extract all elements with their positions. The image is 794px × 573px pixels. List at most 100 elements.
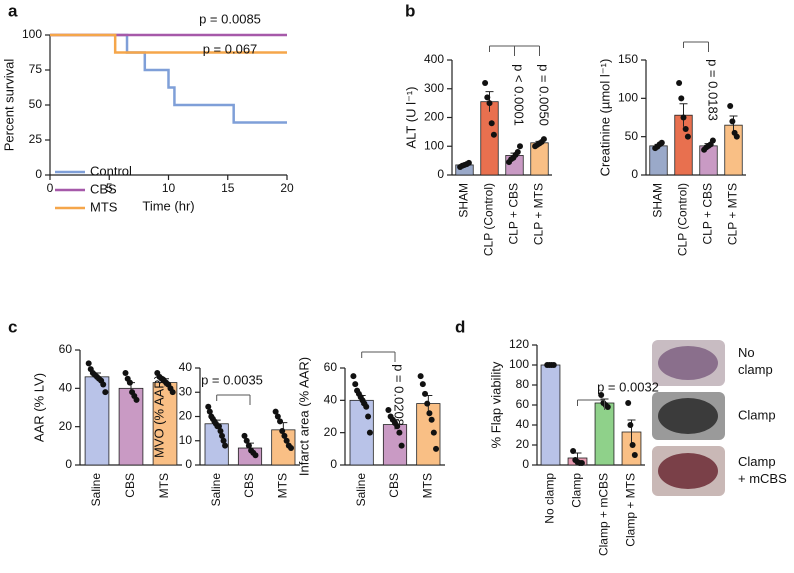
data-point [658, 139, 665, 146]
data-point [631, 452, 638, 458]
x-axis-label: Time (hr) [142, 198, 194, 213]
data-point [424, 400, 431, 407]
data-point [245, 442, 252, 449]
data-point [578, 460, 585, 466]
p-value: p < 0.0001 [512, 64, 527, 126]
data-point [277, 418, 284, 425]
y-tick-label: 120 [509, 337, 529, 351]
p-value: p = 0.0032 [597, 379, 659, 394]
survival-line [50, 33, 287, 54]
y-tick-label: 60 [324, 360, 338, 374]
x-tick-label: Saline [89, 473, 103, 507]
y-tick-label: 25 [29, 132, 43, 146]
y-tick-label: 40 [324, 393, 338, 407]
data-point [682, 126, 689, 132]
data-point [550, 362, 557, 368]
x-tick-label: CLP (Control) [676, 183, 690, 256]
y-tick-label: 0 [631, 167, 638, 181]
y-tick-label: 0 [437, 167, 444, 181]
image-label: Clamp [738, 407, 776, 422]
y-tick-label: 150 [618, 52, 638, 66]
data-point [222, 442, 229, 449]
significance-bracket [683, 41, 709, 52]
data-point [205, 403, 212, 410]
data-point [85, 360, 92, 367]
data-point [680, 114, 687, 121]
y-tick-label: 100 [509, 357, 529, 371]
x-tick-label: CLP + CBS [507, 183, 521, 244]
data-point [281, 432, 288, 439]
p-value: p = 0.067 [203, 41, 258, 56]
p-value: p = 0.0085 [199, 11, 261, 26]
bar [480, 101, 499, 176]
x-tick-label: CLP (Control) [482, 183, 496, 256]
bar [594, 402, 615, 466]
y-tick-label: 60 [516, 397, 530, 411]
panel-label: a [8, 1, 18, 20]
x-tick-label: No clamp [543, 473, 557, 524]
data-point [217, 428, 224, 435]
x-tick-label: Clamp [570, 473, 584, 508]
significance-bracket [216, 394, 251, 405]
x-tick-label: Clamp + MTS [624, 473, 638, 547]
legend-label: Control [90, 163, 132, 178]
data-point [729, 118, 736, 125]
y-tick-label: 40 [179, 360, 193, 374]
data-point [678, 95, 685, 102]
p-value: p = 0.0208 [392, 364, 407, 426]
data-point [363, 403, 370, 410]
panel-label: b [405, 1, 415, 20]
data-point [517, 143, 523, 150]
y-axis-label: AAR (% LV) [31, 373, 46, 442]
data-point [272, 408, 279, 415]
y-tick-label: 0 [65, 457, 72, 471]
panel-label: c [8, 317, 17, 336]
data-point [419, 381, 426, 388]
legend-label: MTS [90, 199, 118, 214]
data-point [122, 370, 129, 376]
y-tick-label: 200 [424, 110, 444, 124]
x-tick-label: CLP + MTS [532, 183, 546, 245]
y-tick-label: 300 [424, 81, 444, 95]
data-point [709, 137, 716, 144]
data-point [352, 381, 359, 388]
p-value: p = 0.0035 [201, 372, 263, 387]
y-tick-label: 0 [35, 167, 42, 181]
y-axis-label: Creatinine (µmol l⁻¹) [597, 59, 612, 177]
data-point [727, 103, 734, 109]
x-tick-label: Clamp + mCBS [597, 473, 611, 556]
x-tick-label: Saline [354, 473, 368, 507]
data-point [365, 413, 372, 420]
significance-bracket [361, 351, 396, 362]
image-label: + mCBS [738, 471, 787, 486]
data-point [570, 448, 577, 454]
y-tick-label: 100 [424, 138, 444, 152]
data-point [398, 442, 405, 449]
data-point [385, 407, 392, 414]
y-tick-label: 75 [29, 62, 43, 76]
x-tick-label: SHAM [457, 183, 471, 218]
y-tick-label: 400 [424, 52, 444, 66]
image-label: Clamp [738, 454, 776, 469]
data-point [243, 437, 250, 444]
data-point [283, 437, 290, 444]
data-point [422, 390, 429, 397]
photo-detail [658, 346, 718, 380]
y-tick-label: 20 [516, 437, 530, 451]
data-point [241, 432, 248, 439]
y-axis-label: ALT (U l⁻¹) [403, 87, 418, 149]
legend-label: CBS [90, 181, 117, 196]
data-point [100, 381, 107, 388]
image-label: clamp [738, 362, 773, 377]
data-point [428, 416, 435, 423]
y-axis-label: Infarct area (% AAR) [296, 357, 311, 476]
data-point [394, 423, 401, 430]
data-point [490, 131, 497, 138]
data-point [417, 373, 424, 380]
x-tick-label: SHAM [651, 183, 665, 218]
panel-label: d [455, 317, 465, 336]
photo-detail [658, 398, 718, 434]
data-point [133, 396, 140, 403]
x-tick-label: 15 [221, 181, 235, 195]
